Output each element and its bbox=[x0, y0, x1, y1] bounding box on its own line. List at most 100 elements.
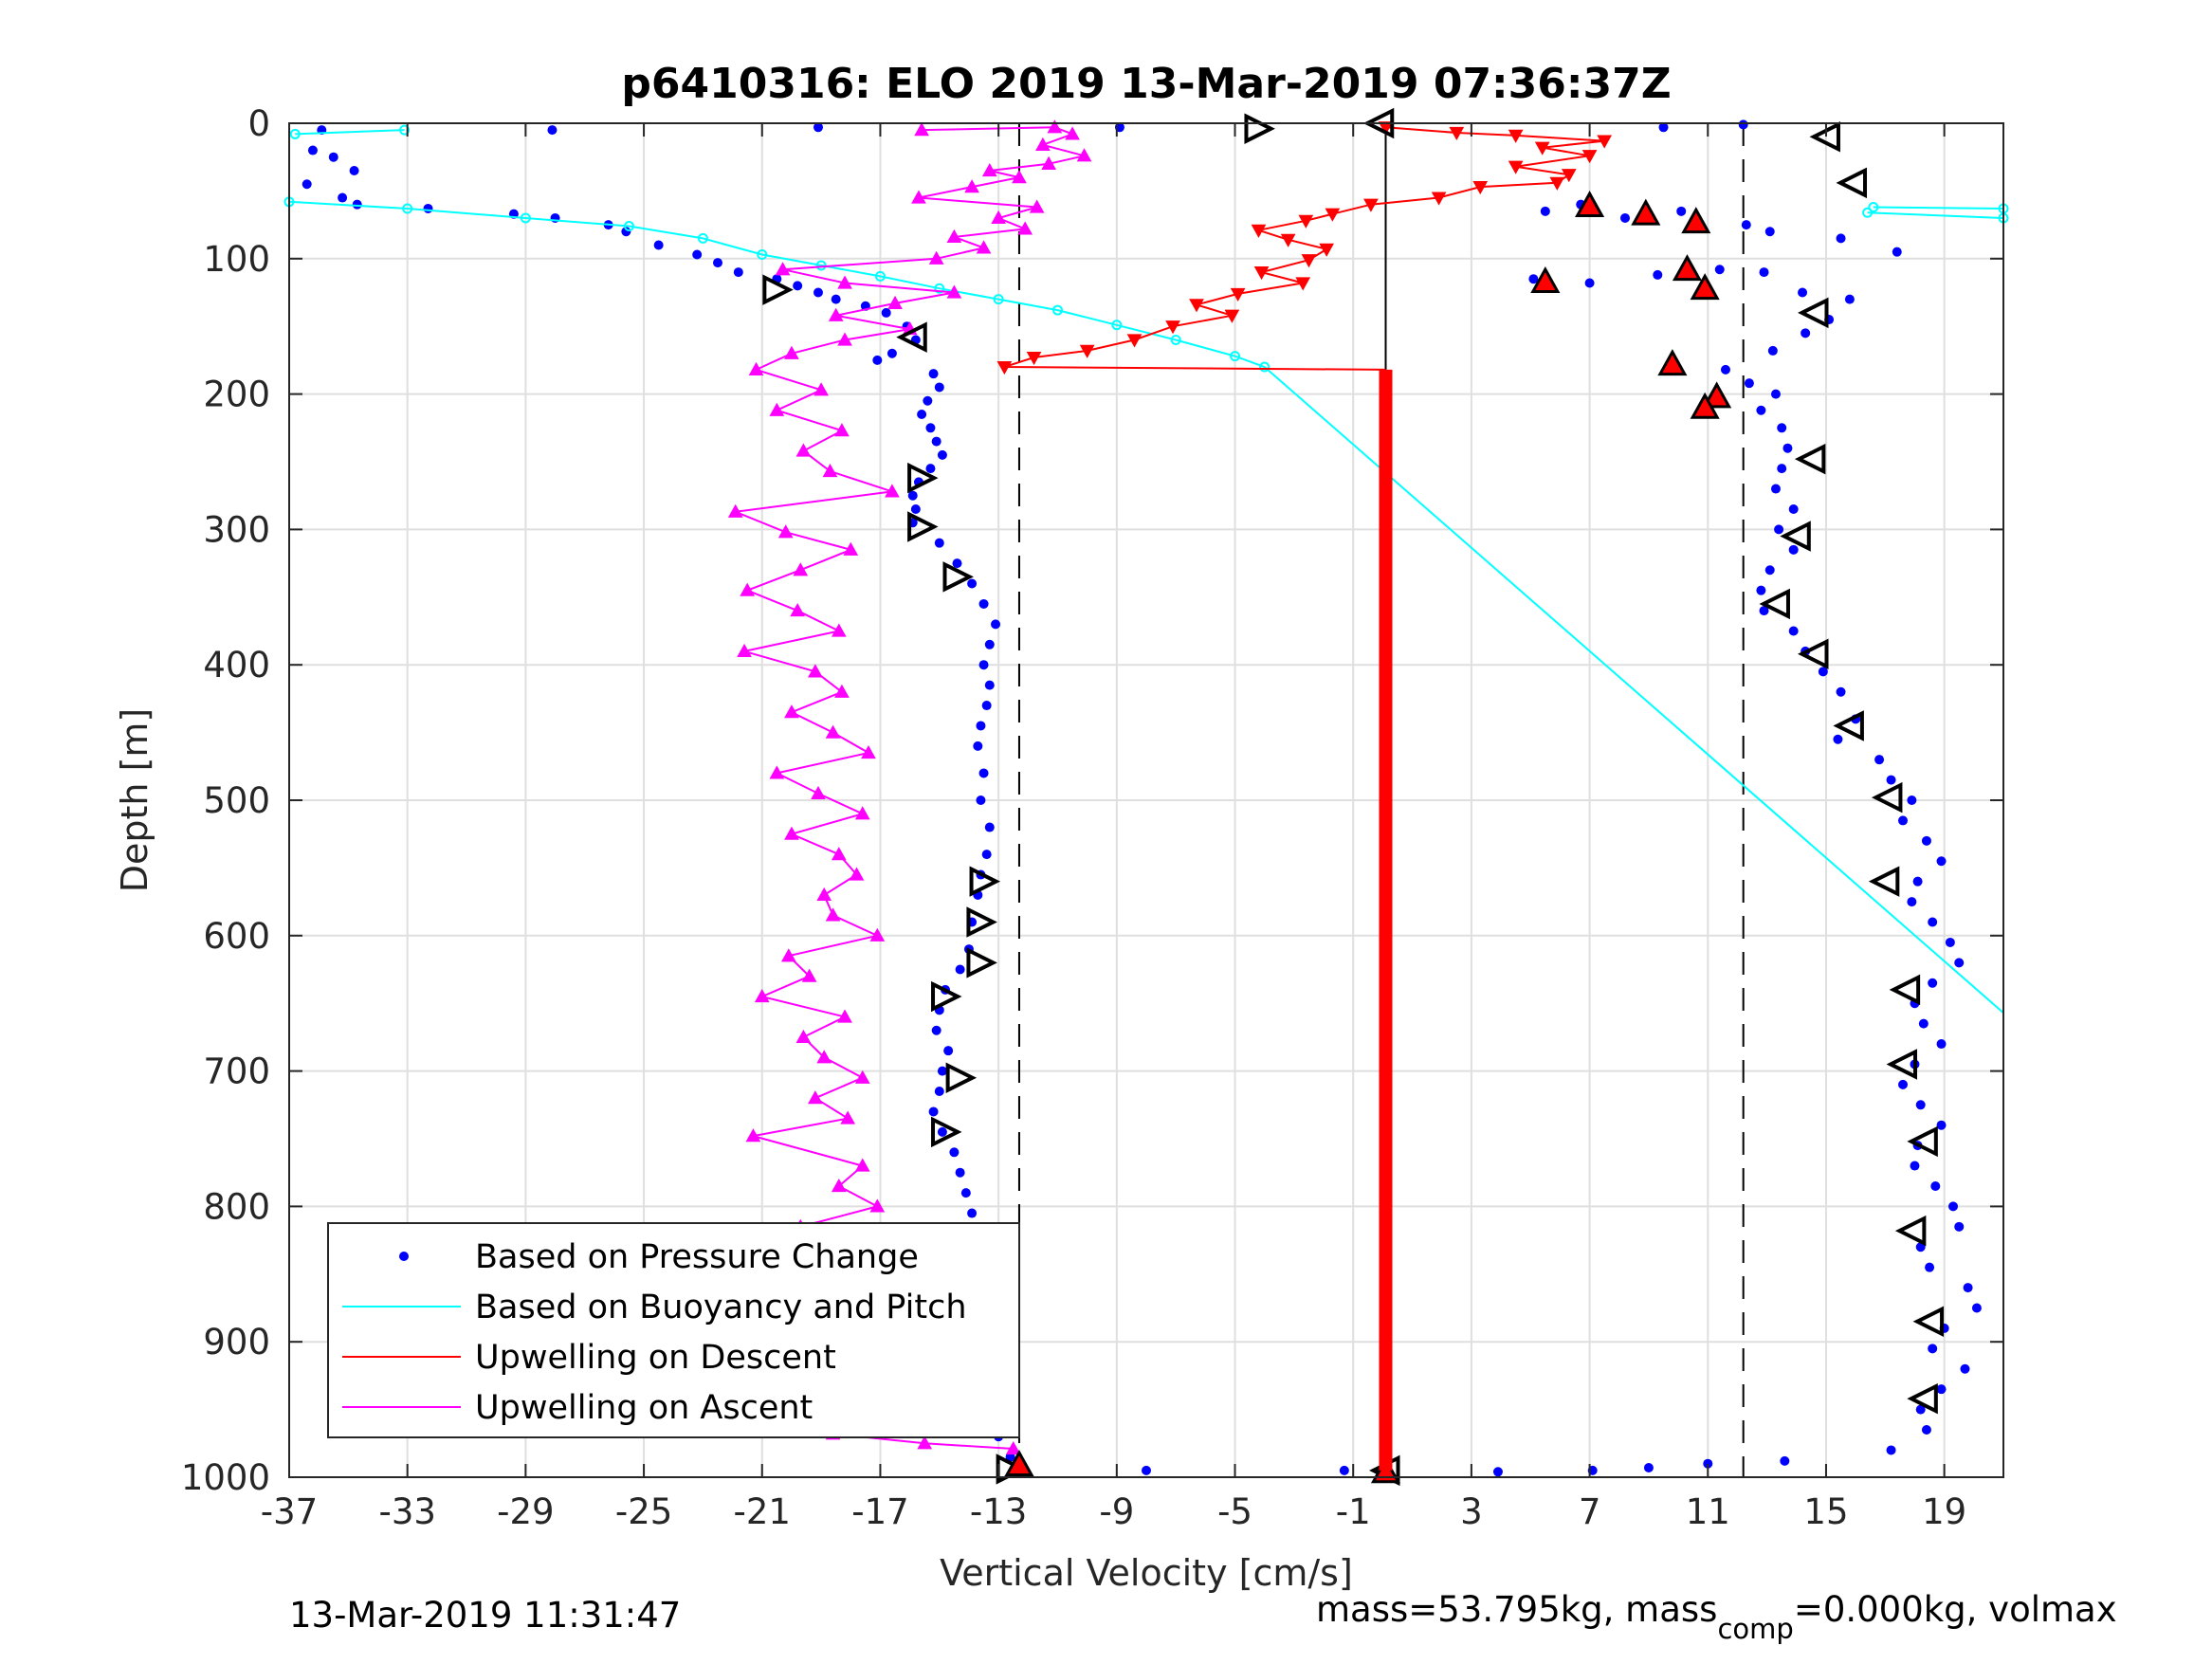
y-tick-label: 900 bbox=[203, 1322, 270, 1362]
filled-triangle-marker bbox=[1702, 381, 1732, 409]
ascent-point bbox=[1065, 126, 1080, 140]
x-tick-label: -37 bbox=[261, 1491, 318, 1532]
open-triangle-left-marker bbox=[1907, 1382, 1938, 1415]
descent-point bbox=[1026, 351, 1042, 366]
pressure-point bbox=[1921, 1425, 1931, 1435]
legend-label: Based on Buoyancy and Pitch bbox=[475, 1289, 967, 1326]
descent-point bbox=[1253, 265, 1270, 281]
pressure-point bbox=[1744, 378, 1754, 389]
pressure-point bbox=[328, 152, 338, 162]
pressure-point bbox=[978, 768, 989, 778]
buoyancy-line-surface-right bbox=[1873, 206, 2004, 210]
buoyancy-point bbox=[289, 128, 301, 139]
ascent-point bbox=[1047, 119, 1063, 134]
descent-point bbox=[1230, 287, 1246, 302]
y-tick-label: 300 bbox=[203, 509, 270, 550]
y-tick-label: 0 bbox=[247, 103, 270, 144]
pressure-point bbox=[881, 307, 891, 318]
open-triangle-left-marker bbox=[896, 321, 927, 353]
buoyancy-point bbox=[757, 249, 768, 261]
pressure-point bbox=[934, 382, 944, 393]
pressure-point bbox=[692, 249, 703, 260]
ascent-point bbox=[837, 332, 852, 346]
y-tick-label: 700 bbox=[203, 1051, 270, 1092]
pressure-point bbox=[1948, 1201, 1959, 1212]
pressure-point bbox=[1928, 917, 1938, 927]
pressure-point bbox=[923, 395, 933, 406]
pressure-point bbox=[984, 639, 995, 649]
axes: -37 -33 -29 -25 -21 -17 -13 -9 -5 -1 3 7 11 15 1901002… bbox=[181, 103, 2004, 1532]
pressure-point bbox=[1912, 876, 1923, 887]
pressure-point bbox=[1925, 1262, 1935, 1272]
descent-point bbox=[1295, 277, 1311, 291]
pressure-point bbox=[931, 436, 941, 447]
pressure-point bbox=[949, 1147, 960, 1158]
pressure-point bbox=[352, 199, 362, 210]
pressure-point bbox=[1774, 524, 1784, 535]
ascent-point bbox=[795, 1029, 812, 1043]
pressure-point bbox=[1584, 278, 1595, 288]
open-triangle-left-marker bbox=[1798, 297, 1829, 329]
pressure-point bbox=[952, 558, 962, 569]
grid bbox=[288, 122, 2003, 1478]
pressure-point bbox=[1971, 1303, 1982, 1313]
ascent-point bbox=[745, 1128, 761, 1143]
descent-point bbox=[1597, 135, 1613, 149]
open-triangle-right-marker bbox=[907, 511, 939, 542]
ascent-point bbox=[843, 541, 859, 556]
buoyancy-point bbox=[1259, 361, 1271, 373]
descent-point bbox=[1561, 169, 1577, 183]
descent-point bbox=[1472, 181, 1489, 195]
ascent-point bbox=[754, 989, 770, 1003]
pressure-point bbox=[1886, 1445, 1896, 1455]
pressure-point bbox=[1907, 795, 1917, 805]
pressure-point bbox=[934, 538, 944, 548]
pressure-point bbox=[1801, 328, 1811, 338]
pressure-point bbox=[1928, 1344, 1938, 1354]
pressure-point bbox=[978, 598, 989, 609]
footer-mass-text: mass=53.795kg, mass bbox=[1316, 1589, 1717, 1630]
pressure-point bbox=[1954, 958, 1965, 968]
pressure-point bbox=[349, 165, 359, 175]
descent-point bbox=[1301, 254, 1317, 268]
pressure-point bbox=[872, 355, 883, 365]
legend-label: Based on Pressure Change bbox=[475, 1238, 919, 1276]
ascent-point bbox=[976, 240, 992, 254]
ascent-point bbox=[1012, 170, 1027, 184]
pressure-point bbox=[1915, 1404, 1926, 1415]
filled-triangle-marker bbox=[1370, 1456, 1401, 1484]
ascent-point bbox=[814, 382, 829, 396]
ascent-point bbox=[790, 603, 806, 617]
ascent-point bbox=[834, 684, 850, 698]
y-tick-label: 1000 bbox=[181, 1457, 270, 1498]
pressure-point bbox=[1874, 755, 1885, 765]
pressure-point bbox=[1643, 1463, 1654, 1473]
ascent-point bbox=[784, 704, 799, 719]
pressure-point bbox=[1954, 1221, 1965, 1232]
ascent-point bbox=[784, 345, 799, 359]
open-triangle-left-marker bbox=[1871, 781, 1903, 814]
x-tick-label: -33 bbox=[378, 1491, 435, 1532]
pressure-point bbox=[653, 240, 664, 250]
pressure-point bbox=[1658, 122, 1669, 133]
y-axis-label: Depth [m] bbox=[114, 708, 155, 893]
legend-box bbox=[327, 1222, 1020, 1438]
pressure-point bbox=[1836, 233, 1846, 244]
pressure-point bbox=[967, 1208, 978, 1218]
ascent-point bbox=[737, 643, 752, 658]
buoyancy-point bbox=[1868, 202, 1879, 213]
ascent-point bbox=[808, 664, 823, 678]
open-triangle-left-marker bbox=[1794, 443, 1826, 475]
open-triangle-right-marker bbox=[907, 462, 939, 494]
descent-point bbox=[1581, 150, 1598, 164]
pressure-point bbox=[1898, 1079, 1909, 1089]
ascent-point bbox=[816, 887, 832, 902]
footer-mass-tail: =0.000kg, volmax bbox=[1794, 1589, 2117, 1630]
ascent-point bbox=[825, 907, 841, 922]
ascent-point bbox=[831, 1178, 847, 1193]
ascent-point bbox=[784, 826, 799, 840]
pressure-point bbox=[1936, 856, 1947, 867]
pressure-point bbox=[984, 822, 995, 832]
ascent-point bbox=[1076, 148, 1092, 162]
ascent-point bbox=[885, 484, 900, 498]
